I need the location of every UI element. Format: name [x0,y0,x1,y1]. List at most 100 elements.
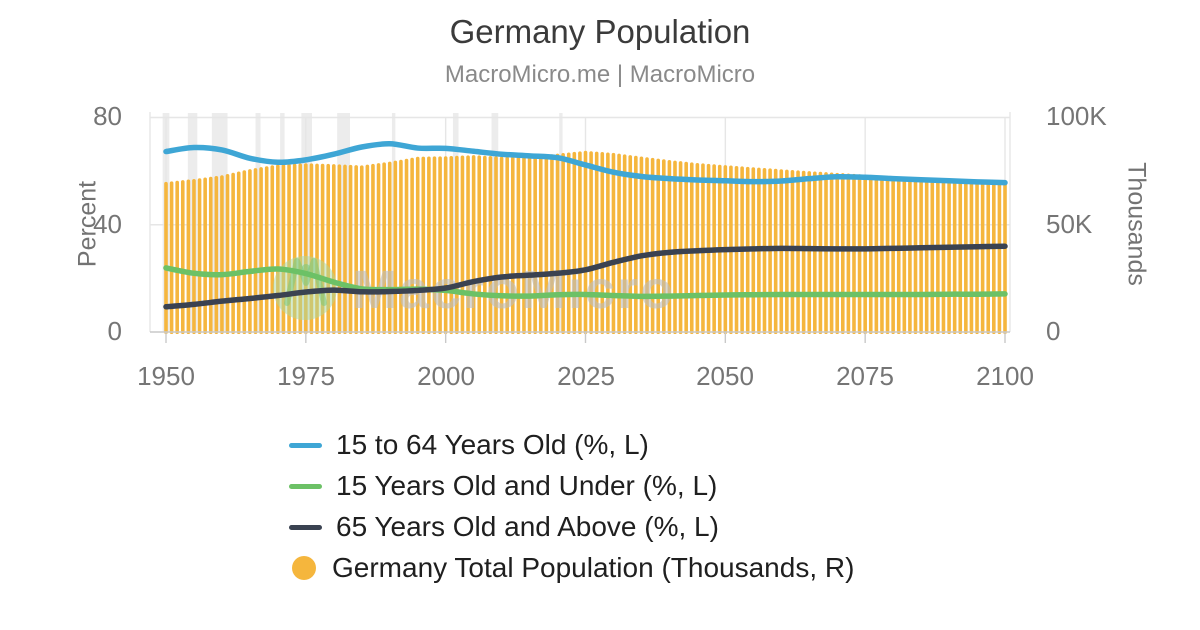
y-axis-tick-0: 0 [107,315,122,346]
population-bar [673,160,677,334]
legend-swatch-dark-line [289,524,322,530]
y2-axis-tick-100k: 100K [1046,100,1107,131]
x-axis-tick-1950: 1950 [137,361,195,391]
population-bar [785,169,789,334]
legend-label: Germany Total Population (Thousands, R) [332,552,855,583]
population-bar [891,176,895,334]
population-bar [555,153,560,334]
population-bar [807,171,812,334]
chart-title: Germany Population [449,13,751,50]
population-bar [656,158,661,334]
population-bar [924,178,929,334]
population-bar [516,156,521,334]
x-axis-tick-2100: 2100 [976,361,1034,391]
legend-label: 15 to 64 Years Old (%, L) [336,429,649,460]
chart-subtitle: MacroMicro.me | MacroMicro [444,61,756,88]
population-bar [684,161,688,334]
population-bar [779,169,784,334]
population-bar [208,176,213,334]
population-bar [180,180,185,334]
population-bar [192,178,196,334]
population-bar [611,152,616,334]
population-bar [980,180,985,334]
population-bar [164,181,168,334]
legend-item-over-65[interactable]: 65 Years Old and Above (%, L) [289,513,854,541]
population-bar [880,175,884,334]
population-bar [913,177,918,334]
recession-band [255,113,261,332]
population-bar [466,155,470,334]
y2-axis-tick-0: 0 [1046,315,1061,346]
population-bar [522,156,526,334]
population-bar [527,156,532,334]
population-bar [908,177,912,334]
series-line-2 [163,243,1008,310]
population-bar [645,157,649,334]
population-bar [790,169,795,334]
population-bar [874,175,879,334]
population-bar [589,151,593,334]
population-bar [902,176,907,334]
population-bar [169,181,174,334]
population-bar [242,170,247,334]
x-axis-tick-2050: 2050 [696,361,754,391]
population-bar [332,164,336,334]
population-bar [622,154,627,334]
population-bar [941,178,946,334]
population-bar [337,164,342,334]
population-bar [499,156,504,334]
legend-swatch-blue-line [289,442,322,448]
legend-label: 65 Years Old and Above (%, L) [336,511,719,542]
population-bar [175,180,179,334]
population-bar [840,173,845,334]
population-bar [1003,181,1007,334]
population-bar [460,155,465,334]
population-bar [773,168,778,334]
population-bar [231,172,235,334]
population-bar [220,175,224,334]
population-bar [594,151,599,334]
x-axis-tick-2075: 2075 [836,361,894,391]
population-bar [796,170,800,334]
population-bar [964,179,968,334]
population-bar [852,173,856,334]
population-bar [846,173,851,334]
population-bar [824,172,828,334]
population-bar [538,155,543,334]
series-line-1 [163,265,1008,300]
legend-label: 15 Years Old and Under (%, L) [336,470,718,501]
population-bar [561,153,565,334]
population-bar [650,157,655,334]
x-axis-tick-1975: 1975 [277,361,335,391]
population-bar [583,150,588,334]
population-bar [628,155,633,334]
population-bar [678,161,683,334]
population-bar [550,154,554,334]
population-bar [835,172,839,334]
legend-item-total-population[interactable]: Germany Total Population (Thousands, R) [289,554,854,582]
population-bar [689,162,694,334]
population-bar [896,176,901,334]
population-bar [986,180,991,334]
population-bar [639,156,644,334]
population-bar [992,180,996,334]
population-bar [505,156,509,334]
population-bar [197,178,202,334]
legend-swatch-green-line [289,483,322,489]
legend-item-under-15[interactable]: 15 Years Old and Under (%, L) [289,472,854,500]
population-bar [264,166,269,334]
population-bar [857,174,862,334]
population-bar [813,171,817,334]
population-bar [483,155,487,334]
population-bar [868,174,873,334]
right-axis-title: Thousands [1122,162,1151,286]
macromicro-logo-dot [302,264,310,272]
legend-item-working-age[interactable]: 15 to 64 Years Old (%, L) [289,431,854,459]
population-bar [600,152,605,334]
x-axis-tick-2025: 2025 [557,361,615,391]
population-bar [259,167,263,334]
y-axis-tick-40: 40 [93,208,122,239]
population-bar [471,155,476,334]
